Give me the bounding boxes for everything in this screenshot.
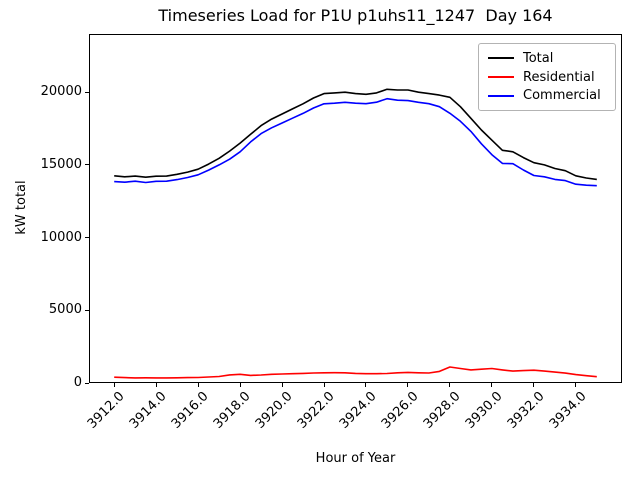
legend-entry-total: Total xyxy=(488,51,606,66)
x-tick-mark xyxy=(449,383,451,387)
legend-entry-commercial: Commercial xyxy=(488,88,606,103)
y-tick-label: 10000 xyxy=(40,229,82,245)
y-tick-mark xyxy=(85,382,89,384)
y-tick-mark xyxy=(85,91,89,93)
x-tick-mark xyxy=(197,383,199,387)
legend-line-sample xyxy=(488,94,514,97)
legend-label: Residential xyxy=(523,69,595,85)
x-tick-mark xyxy=(239,383,241,387)
y-tick-label: 5000 xyxy=(48,302,82,318)
y-tick-label: 0 xyxy=(73,375,82,390)
x-tick-mark xyxy=(155,383,157,387)
y-tick-label: 20000 xyxy=(40,84,82,100)
x-tick-mark xyxy=(323,383,325,387)
legend-label: Total xyxy=(523,50,554,66)
chart-title: Timeseries Load for P1U p1uhs11_1247 Day… xyxy=(158,6,553,25)
x-tick-mark xyxy=(281,383,283,387)
x-tick-mark xyxy=(407,383,409,387)
x-axis-label: Hour of Year xyxy=(315,451,396,466)
legend-entry-residential: Residential xyxy=(488,70,606,85)
legend: Total Residential Commercial xyxy=(478,43,616,111)
x-tick-mark xyxy=(365,383,367,387)
y-tick-mark xyxy=(85,309,89,311)
x-tick-mark xyxy=(575,383,577,387)
x-tick-mark xyxy=(491,383,493,387)
x-tick-mark xyxy=(533,383,535,387)
legend-line-sample xyxy=(488,76,514,78)
y-tick-mark xyxy=(85,164,89,166)
x-tick-mark xyxy=(113,383,115,387)
y-tick-mark xyxy=(85,237,89,239)
y-tick-label: 15000 xyxy=(40,156,82,172)
legend-label: Commercial xyxy=(523,88,601,104)
legend-line-sample xyxy=(488,57,514,60)
